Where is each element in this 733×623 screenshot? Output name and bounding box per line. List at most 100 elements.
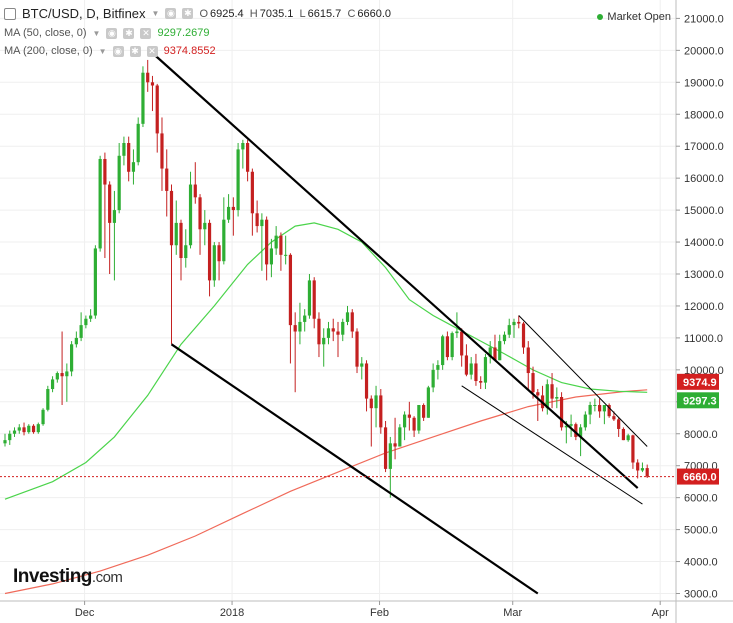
candle-body [469, 363, 473, 375]
gear-icon[interactable]: ✱ [182, 8, 194, 19]
candle-body [127, 143, 131, 172]
candle [479, 376, 483, 390]
candle [279, 232, 283, 271]
candle [179, 219, 183, 281]
candle-body [188, 184, 193, 246]
upper-wedge-line [146, 47, 639, 489]
candle-body [198, 197, 202, 230]
candle [141, 66, 145, 128]
chevron-down-icon[interactable]: ▼ [98, 46, 107, 56]
candlestick-series [3, 59, 649, 498]
ma50-line [4, 222, 648, 500]
candle [188, 171, 193, 249]
candle [445, 331, 450, 361]
ma200-path [4, 389, 648, 595]
close-icon[interactable]: ✕ [146, 45, 158, 57]
chevron-down-icon[interactable]: ▼ [151, 9, 160, 18]
candle-body [360, 363, 364, 367]
collapse-icon[interactable] [4, 7, 16, 20]
candle [108, 181, 112, 274]
candle [426, 385, 430, 418]
symbol-row: BTC/USD, D, Bitfinex ▼ ◉ ✱ O 6925.4 H 7035… [4, 6, 391, 21]
candle [322, 328, 326, 367]
candle [265, 216, 269, 281]
lower-wedge-line [170, 343, 539, 595]
candle [488, 341, 492, 364]
candle [79, 312, 83, 342]
y-tick-label: 3000.0 [684, 589, 718, 601]
candle [360, 357, 364, 380]
candle [284, 235, 288, 265]
ma50-path [4, 222, 648, 500]
candle [517, 315, 521, 329]
candle-body [345, 312, 350, 322]
candle [312, 277, 316, 329]
candle [27, 424, 31, 434]
high-value: 7035.1 [259, 7, 294, 20]
eye-icon[interactable]: ◉ [106, 27, 118, 39]
gear-icon[interactable]: ✱ [129, 45, 141, 57]
gear-icon[interactable]: ✱ [123, 27, 135, 39]
y-tick-label: 20000.0 [684, 45, 724, 57]
channel-lower-line [461, 385, 643, 505]
candle-body [269, 248, 273, 265]
candle-body [364, 363, 369, 399]
candle-body [626, 435, 630, 441]
candle [474, 353, 478, 386]
candle [383, 420, 388, 473]
candle-body [645, 468, 649, 477]
candle-body [526, 347, 530, 374]
y-tick-label: 17000.0 [684, 141, 724, 153]
candle [55, 371, 59, 383]
price-tags: 9374.9 9297.3 6660.0 [677, 373, 719, 485]
candle [222, 197, 226, 265]
candle [288, 253, 293, 364]
y-tick-label: 21000.0 [684, 13, 724, 25]
x-tick-label: Mar [503, 607, 522, 619]
candle-body [112, 210, 117, 223]
eye-icon[interactable]: ◉ [112, 45, 124, 57]
ma50-label: MA (50, close, 0) [4, 27, 87, 39]
candle-body [593, 404, 597, 406]
investing-logo[interactable]: Investing.com [13, 566, 123, 588]
candle-body [279, 235, 283, 255]
candle-body [260, 219, 264, 227]
candle-body [141, 72, 145, 124]
candle-body [8, 433, 12, 441]
candle-body [588, 404, 592, 415]
grid-lines [0, 0, 676, 601]
candle-body [483, 357, 488, 383]
candle [117, 143, 121, 214]
candle-body [179, 222, 183, 259]
candle [345, 305, 350, 326]
candle [298, 302, 302, 345]
y-tick-label: 14000.0 [684, 237, 724, 249]
candle [422, 403, 426, 421]
candle [379, 389, 383, 434]
candle [521, 321, 526, 354]
candle-body [564, 425, 568, 428]
candle [236, 143, 240, 217]
candle [417, 404, 421, 434]
candle [93, 245, 97, 319]
chevron-down-icon[interactable]: ▼ [92, 28, 101, 38]
ma50-row: MA (50, close, 0) ▼ ◉ ✱ ✕ 9297.2679 [4, 27, 391, 39]
candle-body [355, 331, 359, 367]
close-icon[interactable]: ✕ [140, 27, 152, 39]
price-tag-label: 9297.3 [683, 395, 717, 407]
candle-body [55, 373, 59, 380]
time-axis: Dec 2018 Feb Mar Apr [75, 601, 669, 619]
candle-body [640, 468, 645, 471]
candle [498, 334, 502, 361]
candle-body [169, 190, 174, 246]
candle-body [393, 443, 397, 447]
eye-icon[interactable]: ◉ [165, 8, 177, 19]
candle-body [431, 369, 435, 388]
candle-body [574, 424, 578, 437]
candle [536, 389, 540, 421]
candle [569, 414, 573, 437]
y-tick-label: 16000.0 [684, 173, 724, 185]
candle-body [559, 397, 564, 428]
candle-body [521, 323, 526, 348]
